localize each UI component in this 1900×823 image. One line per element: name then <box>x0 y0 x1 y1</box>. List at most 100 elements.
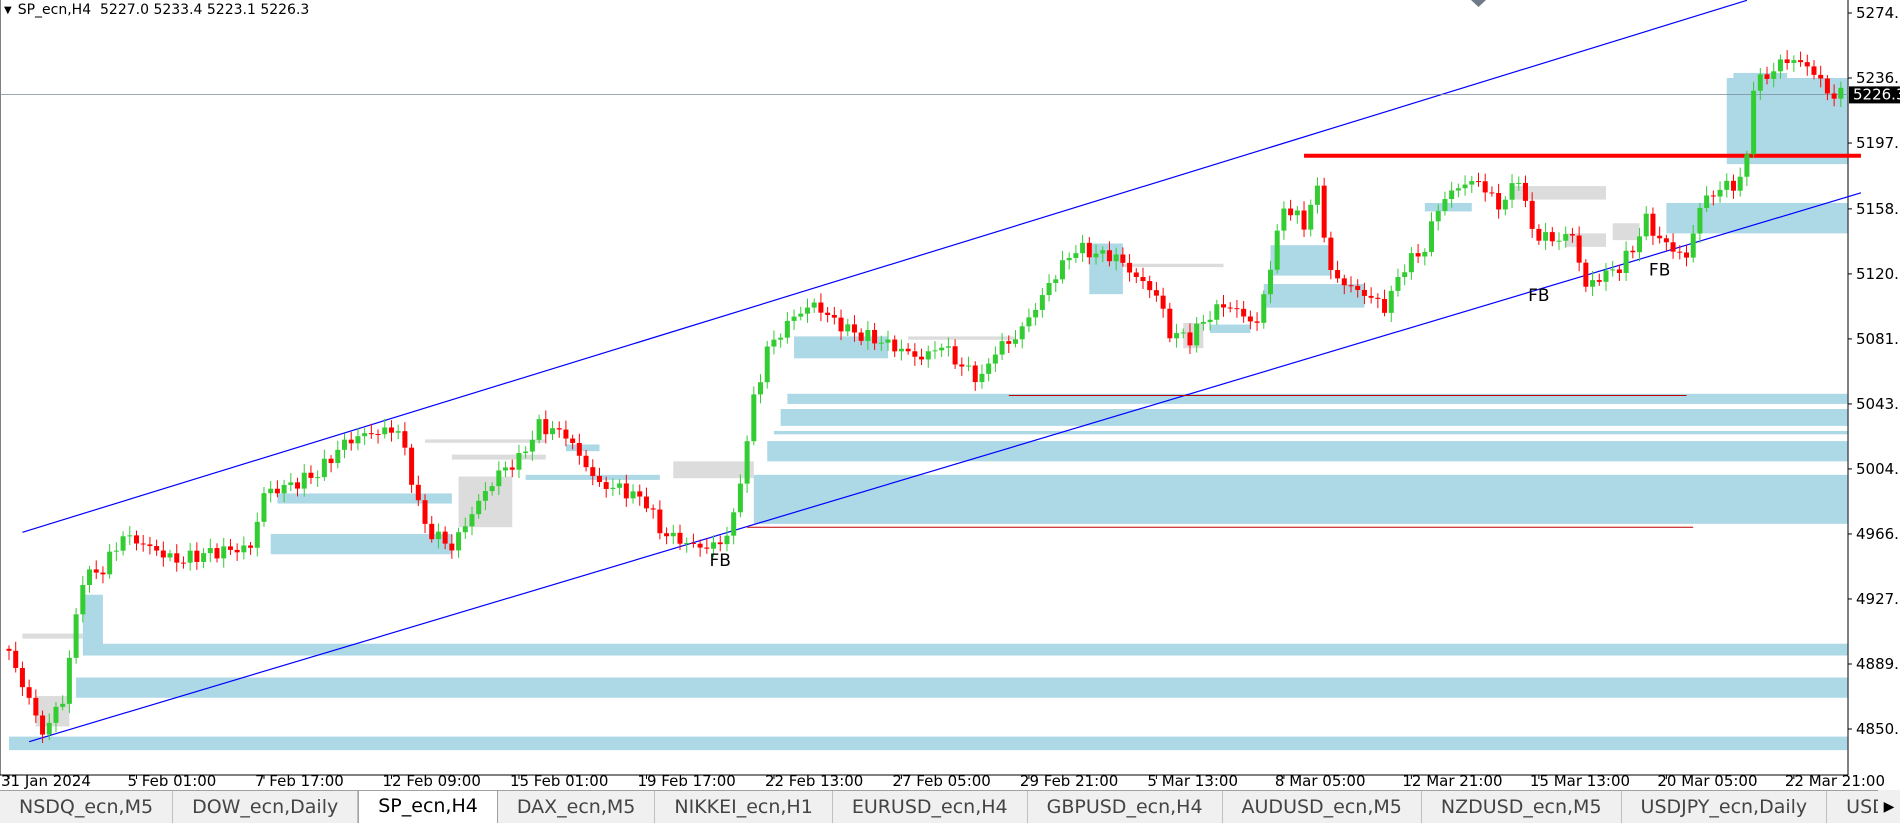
candle-body <box>1744 154 1750 177</box>
tab-sp-ecn-h4[interactable]: SP_ecn,H4 <box>358 791 498 823</box>
chart-area[interactable]: FB FB FB 5274.5 5236.0 5197.5 5158.5 5120.0 508… <box>0 0 1900 790</box>
candle-body <box>1623 250 1629 273</box>
tab-eurusd-ecn-h4[interactable]: EURUSD_ecn,H4 <box>833 791 1028 823</box>
price-tick-label: 5081.5 <box>1856 330 1900 348</box>
candle-body <box>456 532 462 551</box>
candle-body <box>1637 236 1643 253</box>
tab-audusd-ecn-m5[interactable]: AUDUSD_ecn,M5 <box>1223 791 1422 823</box>
candle <box>657 500 663 540</box>
candle-body <box>375 434 381 436</box>
candle <box>395 424 401 440</box>
candle <box>1187 323 1193 354</box>
candle-body <box>1415 253 1421 257</box>
supply-zone <box>451 454 546 460</box>
candle <box>456 527 462 558</box>
candle-body <box>1509 183 1515 200</box>
candle <box>1254 312 1260 331</box>
candle-body <box>1221 304 1227 308</box>
candle <box>845 318 851 337</box>
tab-nzdusd-ecn-m5[interactable]: NZDUSD_ecn,M5 <box>1422 791 1622 823</box>
candle-body <box>449 543 455 551</box>
tab-nikkei-ecn-h1[interactable]: NIKKEI_ecn,H1 <box>655 791 833 823</box>
candle-body <box>348 439 354 444</box>
candle-body <box>1549 232 1555 242</box>
candle-body <box>1630 250 1636 253</box>
candle-body <box>563 429 569 439</box>
candle-body <box>261 493 267 522</box>
candle <box>469 506 475 536</box>
candle-body <box>610 487 616 489</box>
candle <box>503 461 509 478</box>
tab-dow-ecn-daily[interactable]: DOW_ecn,Daily <box>173 791 359 823</box>
candle <box>939 343 945 357</box>
candle-body <box>1697 207 1703 234</box>
candle-body <box>315 477 321 479</box>
candle-body <box>1267 269 1273 295</box>
price-tick-label: 4850.5 <box>1856 720 1900 738</box>
candle <box>1026 308 1032 333</box>
candle-body <box>1200 321 1206 324</box>
candle <box>1200 314 1206 331</box>
candle <box>999 333 1005 361</box>
candle <box>771 330 777 355</box>
candle-body <box>1784 59 1790 63</box>
candle <box>1341 274 1347 295</box>
candle-body <box>53 706 59 723</box>
candle-body <box>758 382 764 395</box>
candle <box>46 713 52 741</box>
candle-body <box>1026 317 1032 327</box>
candle <box>1677 245 1683 260</box>
price-tick-label: 5236.0 <box>1856 69 1900 87</box>
candle <box>26 679 32 705</box>
candle <box>1167 302 1173 343</box>
tab-nsdq-ecn-m5[interactable]: NSDQ_ecn,M5 <box>0 791 174 823</box>
candle-body <box>167 553 173 558</box>
candle <box>1569 227 1575 243</box>
candle <box>764 340 770 389</box>
tab-scroll-right-icon[interactable]: ▶ <box>1878 790 1900 823</box>
candle <box>147 536 153 555</box>
candle-body <box>254 521 260 548</box>
candle <box>1368 287 1374 304</box>
candle <box>536 414 542 444</box>
collapse-triangle-icon[interactable]: ▼ <box>4 5 12 16</box>
candle-body <box>1382 298 1388 313</box>
candle-body <box>697 543 703 548</box>
candle <box>596 467 602 487</box>
candle-body <box>925 351 931 360</box>
candle-body <box>1730 180 1736 191</box>
tab-gbpusd-ecn-h4[interactable]: GBPUSD_ecn,H4 <box>1028 791 1223 823</box>
tab-usdjpy-ecn-daily[interactable]: USDJPY_ecn,Daily <box>1622 791 1828 823</box>
price-tick-label: 5274.5 <box>1856 4 1900 22</box>
candle <box>784 312 790 344</box>
candle-body <box>1080 242 1086 254</box>
candle <box>731 508 737 545</box>
candle-body <box>1053 279 1059 284</box>
candle <box>476 494 482 519</box>
candle <box>1361 282 1367 305</box>
candle-body <box>637 491 643 497</box>
demand-zone <box>787 393 1848 404</box>
supply-zone <box>22 633 83 639</box>
candle <box>576 433 582 465</box>
candle-body <box>1838 87 1844 99</box>
candle <box>295 477 301 497</box>
candle <box>1241 300 1247 323</box>
tab-dax-ecn-m5[interactable]: DAX_ecn,M5 <box>498 791 656 823</box>
candle <box>415 475 421 506</box>
candle-body <box>415 484 421 501</box>
candle-body <box>731 512 737 536</box>
demand-zone <box>565 444 600 452</box>
price-tick-label: 5004.5 <box>1856 460 1900 478</box>
candle-body <box>1133 272 1139 278</box>
price-chart[interactable]: FB FB FB 5274.5 5236.0 5197.5 5158.5 5120.0 508… <box>0 0 1900 790</box>
candle-body <box>1516 182 1522 184</box>
demand-zone <box>753 474 1848 524</box>
candle <box>194 542 200 570</box>
candle-body <box>932 350 938 352</box>
candle-body <box>435 531 441 540</box>
candle <box>1737 167 1743 197</box>
candle-body <box>469 514 475 527</box>
candle-body <box>1449 190 1455 200</box>
candle-body <box>60 703 66 707</box>
